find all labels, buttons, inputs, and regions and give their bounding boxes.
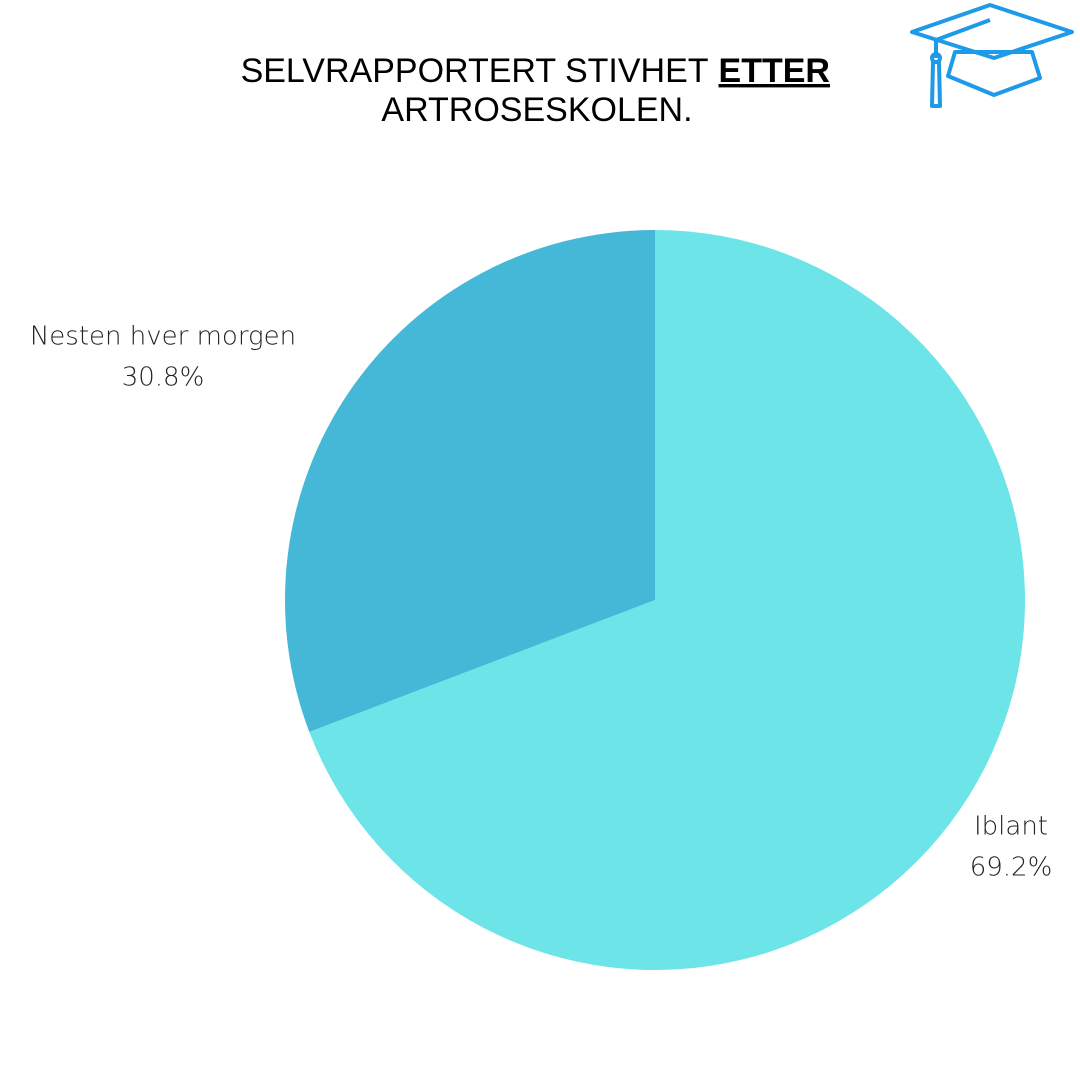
pie-slice [285,230,655,732]
pie-slice [309,230,1026,970]
title-part: SELVRAPPORTERT STIVHET [241,52,709,90]
graduation-cap-icon [910,3,1074,108]
slice-value-label: 30.8% [122,363,205,393]
slice-label: Nesten hver morgen [30,322,296,352]
slice-value-label: 69.2% [970,853,1053,883]
slice-label: Iblant [974,812,1048,842]
title-part: ARTROSESKOLEN. [381,91,692,129]
title-emphasis: ETTER [719,52,830,90]
chart-title: SELVRAPPORTERT STIVHET ETTER ARTROSESKOLE… [241,52,840,129]
